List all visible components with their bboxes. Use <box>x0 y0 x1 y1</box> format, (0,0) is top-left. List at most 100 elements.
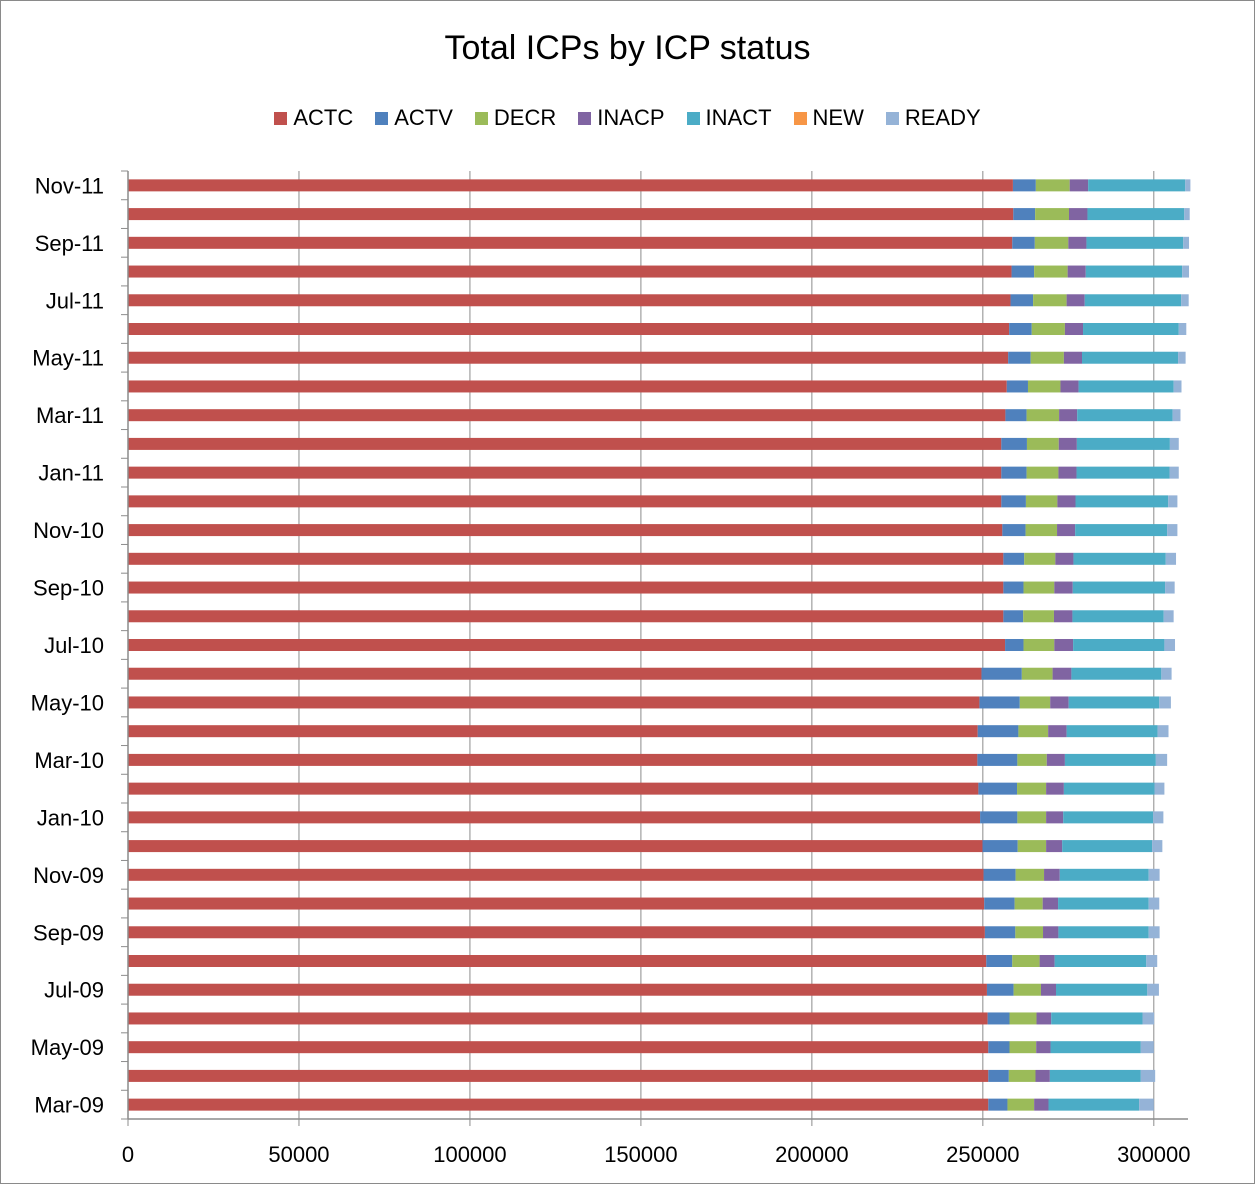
bar-actv-mar-11 <box>1005 409 1027 422</box>
bar-inacp-feb-10 <box>1046 782 1064 795</box>
bar-ready-sep-10 <box>1165 581 1175 594</box>
bar-actc-nov-10 <box>128 524 1003 537</box>
bar-inact-oct-09 <box>1058 897 1149 910</box>
bar-actv-feb-10 <box>978 782 1018 795</box>
bar-inact-mar-11 <box>1077 409 1173 422</box>
bar-actv-dec-09 <box>982 840 1018 853</box>
bar-actc-mar-10 <box>128 753 978 766</box>
bar-decr-aug-11 <box>1034 265 1068 278</box>
bar-decr-jun-09 <box>1009 1012 1037 1025</box>
legend-label-actc: ACTC <box>293 105 354 130</box>
bar-actv-may-10 <box>979 696 1020 709</box>
bar-inact-aug-10 <box>1072 610 1164 623</box>
bar-actc-sep-10 <box>128 581 1004 594</box>
x-tick-label: 50000 <box>268 1142 329 1167</box>
bar-actc-may-10 <box>128 696 980 709</box>
bar-ready-jan-10 <box>1153 811 1164 824</box>
bar-inact-aug-11 <box>1085 265 1183 278</box>
bar-actv-sep-10 <box>1003 581 1024 594</box>
bar-ready-aug-10 <box>1163 610 1174 623</box>
bar-actv-aug-09 <box>986 955 1013 967</box>
bar-inact-sep-09 <box>1058 926 1149 939</box>
legend-item-new: NEW <box>793 105 864 131</box>
bar-actc-apr-09 <box>128 1069 989 1082</box>
y-tick-label: Mar-09 <box>34 1093 104 1118</box>
bar-inact-apr-11 <box>1078 380 1174 393</box>
bar-inact-dec-09 <box>1062 840 1153 853</box>
bar-actc-oct-09 <box>128 897 985 910</box>
legend-item-inact: INACT <box>686 105 772 131</box>
legend-swatch-actc <box>274 111 288 125</box>
bar-decr-apr-10 <box>1018 725 1049 738</box>
bar-inacp-nov-09 <box>1044 868 1060 881</box>
bar-actc-apr-11 <box>128 380 1007 393</box>
bar-ready-feb-11 <box>1169 437 1179 450</box>
y-tick-label: Nov-10 <box>33 518 104 543</box>
bar-actv-may-09 <box>988 1041 1010 1054</box>
bar-decr-sep-10 <box>1023 581 1055 594</box>
legend-label-inact: INACT <box>705 105 772 130</box>
bar-actv-jan-10 <box>980 811 1018 824</box>
y-tick-label: Jan-10 <box>37 805 104 830</box>
bar-ready-dec-09 <box>1152 840 1163 853</box>
bar-inacp-may-11 <box>1063 351 1082 364</box>
bar-inacp-feb-11 <box>1058 437 1077 450</box>
bar-inacp-apr-11 <box>1060 380 1079 393</box>
bar-ready-jan-11 <box>1169 466 1179 479</box>
bar-ready-sep-09 <box>1148 926 1160 939</box>
bar-inact-jan-11 <box>1076 466 1170 479</box>
bar-decr-aug-10 <box>1023 610 1054 623</box>
bar-actv-oct-09 <box>984 897 1015 910</box>
bar-ready-jun-10 <box>1161 667 1172 680</box>
bar-decr-oct-11 <box>1035 208 1070 221</box>
bar-actc-jun-11 <box>128 323 1010 335</box>
bar-inacp-mar-10 <box>1046 753 1065 766</box>
bar-actc-jun-09 <box>128 1012 988 1025</box>
bar-decr-dec-10 <box>1025 495 1058 508</box>
bar-inacp-sep-10 <box>1054 581 1073 594</box>
bar-actv-nov-11 <box>1012 179 1036 192</box>
bar-actv-aug-11 <box>1011 265 1035 278</box>
legend-swatch-decr <box>474 111 488 125</box>
bar-ready-apr-11 <box>1173 380 1182 393</box>
bar-inact-nov-09 <box>1059 868 1149 881</box>
bar-ready-may-09 <box>1140 1041 1154 1054</box>
bar-ready-apr-09 <box>1140 1069 1156 1082</box>
bar-actc-mar-11 <box>128 409 1006 422</box>
bar-inacp-may-09 <box>1036 1041 1051 1054</box>
bar-actv-dec-10 <box>1001 495 1026 508</box>
bar-actv-may-11 <box>1008 351 1031 364</box>
bar-inacp-jul-11 <box>1066 294 1085 307</box>
bar-inact-jan-10 <box>1063 811 1154 824</box>
bar-inacp-jun-10 <box>1052 667 1072 680</box>
bar-decr-nov-09 <box>1015 868 1045 881</box>
bar-actv-jul-11 <box>1010 294 1034 307</box>
bar-inact-jul-09 <box>1056 983 1148 996</box>
bar-ready-oct-09 <box>1148 897 1160 910</box>
bar-actc-jan-11 <box>128 466 1002 479</box>
bar-decr-apr-11 <box>1027 380 1061 393</box>
bar-actv-jun-09 <box>987 1012 1010 1025</box>
bar-actc-sep-09 <box>128 926 985 939</box>
x-tick-label: 150000 <box>604 1142 677 1167</box>
bar-actc-jun-10 <box>128 667 982 680</box>
bar-inact-feb-11 <box>1076 437 1170 450</box>
bar-actc-oct-10 <box>128 552 1004 565</box>
bar-ready-oct-11 <box>1184 208 1190 221</box>
bar-inact-jun-10 <box>1071 667 1162 680</box>
bar-inacp-oct-11 <box>1069 208 1088 221</box>
bar-decr-may-10 <box>1019 696 1051 709</box>
bar-actv-sep-09 <box>984 926 1016 939</box>
bar-inacp-may-10 <box>1050 696 1069 709</box>
bar-actv-apr-10 <box>977 725 1019 738</box>
bar-inacp-oct-10 <box>1055 552 1074 565</box>
legend-label-decr: DECR <box>493 105 557 130</box>
bar-actv-jun-11 <box>1009 323 1032 335</box>
bar-actc-jan-10 <box>128 811 981 824</box>
bar-actc-jul-10 <box>128 639 1006 651</box>
legend-item-inacp: INACP <box>578 105 665 131</box>
bar-actv-mar-09 <box>988 1098 1008 1111</box>
bar-actc-sep-11 <box>128 236 1013 249</box>
bar-inact-mar-10 <box>1064 753 1156 766</box>
